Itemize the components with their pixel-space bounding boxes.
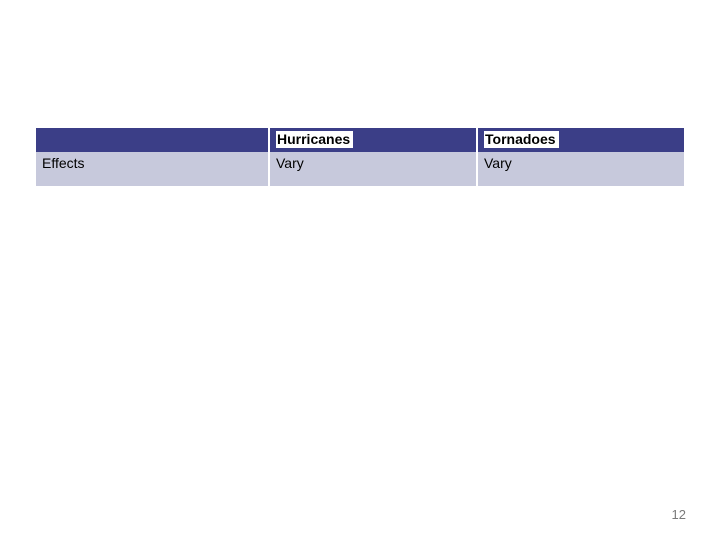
table-header-cell: Tornadoes bbox=[477, 128, 685, 152]
column-header-hurricanes: Hurricanes bbox=[276, 131, 353, 148]
table-row: Effects Vary Vary bbox=[35, 152, 685, 186]
table-header-corner bbox=[35, 128, 269, 152]
table-cell: Vary bbox=[477, 152, 685, 186]
table: Hurricanes Tornadoes Effects Vary Vary bbox=[34, 128, 686, 186]
row-label-effects: Effects bbox=[35, 152, 269, 186]
table-header-cell: Hurricanes bbox=[269, 128, 477, 152]
comparison-table: Hurricanes Tornadoes Effects Vary Vary bbox=[34, 128, 686, 186]
table-header-row: Hurricanes Tornadoes bbox=[35, 128, 685, 152]
page-number: 12 bbox=[672, 507, 686, 522]
table-cell: Vary bbox=[269, 152, 477, 186]
column-header-tornadoes: Tornadoes bbox=[484, 131, 559, 148]
